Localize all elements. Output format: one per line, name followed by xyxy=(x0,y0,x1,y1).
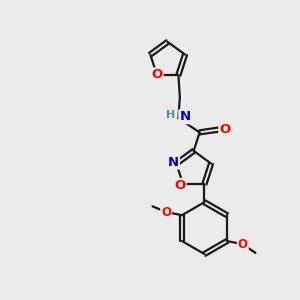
Text: O: O xyxy=(238,238,248,250)
Text: O: O xyxy=(219,123,230,136)
Text: H: H xyxy=(167,110,176,120)
Text: O: O xyxy=(161,206,171,219)
Text: N: N xyxy=(168,156,179,169)
Text: N: N xyxy=(179,110,191,123)
Text: O: O xyxy=(174,179,186,192)
Text: O: O xyxy=(151,68,163,82)
